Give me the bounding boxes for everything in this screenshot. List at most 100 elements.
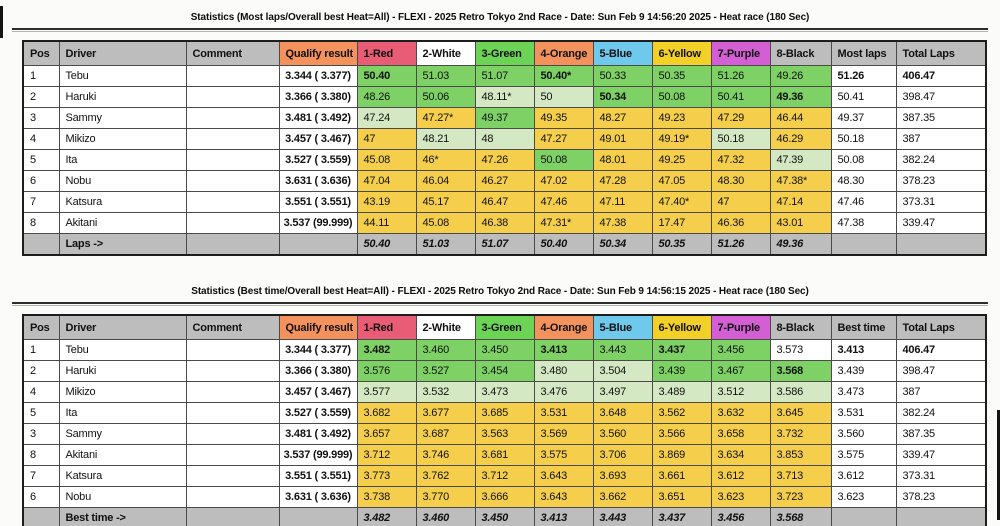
driver-cell: Katsura — [58, 191, 187, 213]
qualify-cell: 3.366 ( 3.380) — [278, 360, 358, 382]
footer-value: 51.07 — [474, 233, 535, 256]
footer-empty — [895, 233, 987, 256]
heat-cell: 48.11* — [474, 86, 535, 108]
heat-cell: 3.681 — [474, 444, 535, 466]
footer-empty — [830, 507, 897, 526]
table-row: 1 Tebu 3.344 ( 3.377) 3.482 3.460 3.450 3.413 3… — [22, 339, 987, 361]
heat-cell: 3.512 — [710, 381, 771, 403]
heat-cell: 45.17 — [415, 191, 476, 213]
total-cell: 373.31 — [895, 465, 987, 487]
heat-cell: 3.712 — [474, 465, 535, 487]
heat-cell: 3.450 — [474, 339, 535, 361]
qualify-cell: 3.457 ( 3.467) — [278, 381, 358, 403]
heat-cell: 47.14 — [769, 191, 832, 213]
pos-cell: 1 — [22, 339, 60, 361]
result-cell: 3.612 — [830, 465, 897, 487]
qualify-cell: 3.631 ( 3.636) — [278, 486, 358, 508]
heat-cell: 3.437 — [651, 339, 712, 361]
heat-cell: 3.439 — [651, 360, 712, 382]
most-laps-section: Statistics (Most laps/Overall best Heat=… — [0, 0, 1000, 256]
heat-cell: 3.666 — [474, 486, 535, 508]
heat-cell: 3.645 — [769, 402, 832, 424]
table-row: 4 Mikizo 3.457 ( 3.467) 47 48.21 48 47.27 49.01… — [22, 128, 987, 150]
column-header: Qualify result — [278, 40, 358, 66]
heat-cell: 47.32 — [710, 149, 771, 171]
pos-cell: 7 — [22, 465, 60, 487]
footer-value: 50.35 — [651, 233, 712, 256]
result-cell: 3.531 — [830, 402, 897, 424]
table-row: 6 Nobu 3.631 ( 3.636) 3.738 3.770 3.666 3.643 3… — [22, 486, 987, 508]
result-cell: 51.26 — [830, 65, 897, 87]
heat-cell: 50.06 — [415, 86, 476, 108]
column-header: 1-Red — [356, 40, 417, 66]
heat-cell: 3.562 — [651, 402, 712, 424]
heat-cell: 48.30 — [710, 170, 771, 192]
scan-artifact — [0, 6, 3, 38]
heat-cell: 3.497 — [592, 381, 653, 403]
heat-cell: 48.26 — [356, 86, 417, 108]
driver-cell: Akitani — [58, 212, 187, 234]
heat-cell: 17.47 — [651, 212, 712, 234]
total-cell: 387 — [895, 381, 987, 403]
pos-cell: 8 — [22, 444, 60, 466]
driver-cell: Ita — [58, 402, 187, 424]
footer-empty — [22, 507, 60, 526]
driver-cell: Haruki — [58, 86, 187, 108]
heat-cell: 46.36 — [710, 212, 771, 234]
heat-cell: 49.35 — [533, 107, 594, 129]
qualify-cell: 3.481 ( 3.492) — [278, 107, 358, 129]
result-cell: 50.08 — [830, 149, 897, 171]
heat-cell: 47.29 — [710, 107, 771, 129]
driver-cell: Nobu — [58, 170, 187, 192]
heat-cell: 3.634 — [710, 444, 771, 466]
heat-cell: 49.25 — [651, 149, 712, 171]
heat-cell: 3.482 — [356, 339, 417, 361]
heat-cell: 3.661 — [651, 465, 712, 487]
column-header: 4-Orange — [533, 314, 594, 340]
pos-cell: 3 — [22, 423, 60, 445]
result-cell: 50.18 — [830, 128, 897, 150]
footer-value: 50.40 — [533, 233, 594, 256]
result-cell: 50.41 — [830, 86, 897, 108]
heat-cell: 3.454 — [474, 360, 535, 382]
column-header: 1-Red — [356, 314, 417, 340]
footer-empty — [278, 233, 358, 256]
title-divider — [12, 28, 988, 32]
heat-cell: 47.24 — [356, 107, 417, 129]
heat-cell: 50.34 — [592, 86, 653, 108]
footer-label: Laps -> — [58, 233, 187, 256]
heat-cell: 50 — [533, 86, 594, 108]
heat-cell: 3.568 — [769, 360, 832, 382]
column-header: Qualify result — [278, 314, 358, 340]
comment-cell — [185, 381, 280, 403]
heat-cell: 3.443 — [592, 339, 653, 361]
heat-cell: 48.21 — [415, 128, 476, 150]
most-laps-table: Pos Driver Comment Qualify result 1-Red 2-Whi… — [22, 40, 987, 256]
result-cell: 3.560 — [830, 423, 897, 445]
heat-cell: 3.853 — [769, 444, 832, 466]
heat-cell: 3.770 — [415, 486, 476, 508]
heat-cell: 3.575 — [533, 444, 594, 466]
qualify-cell: 3.366 ( 3.380) — [278, 86, 358, 108]
table-row: 1 Tebu 3.344 ( 3.377) 50.40 51.03 51.07 50.40*… — [22, 65, 987, 87]
footer-value: 3.450 — [474, 507, 535, 526]
table-row: 8 Akitani 3.537 (99.999) 3.712 3.746 3.681 3.5… — [22, 444, 987, 466]
total-cell: 398.47 — [895, 86, 987, 108]
column-header: Total Laps — [895, 40, 987, 66]
heat-cell: 51.26 — [710, 65, 771, 87]
column-header: Total Laps — [895, 314, 987, 340]
heat-cell: 49.36 — [769, 86, 832, 108]
comment-cell — [185, 212, 280, 234]
heat-cell: 43.01 — [769, 212, 832, 234]
heat-cell: 48.27 — [592, 107, 653, 129]
heat-cell: 3.693 — [592, 465, 653, 487]
heat-cell: 3.413 — [533, 339, 594, 361]
comment-cell — [185, 444, 280, 466]
heat-cell: 47.05 — [651, 170, 712, 192]
comment-cell — [185, 402, 280, 424]
heat-cell: 3.713 — [769, 465, 832, 487]
heat-cell: 3.527 — [415, 360, 476, 382]
comment-cell — [185, 339, 280, 361]
driver-cell: Mikizo — [58, 128, 187, 150]
heat-cell: 47.27* — [415, 107, 476, 129]
